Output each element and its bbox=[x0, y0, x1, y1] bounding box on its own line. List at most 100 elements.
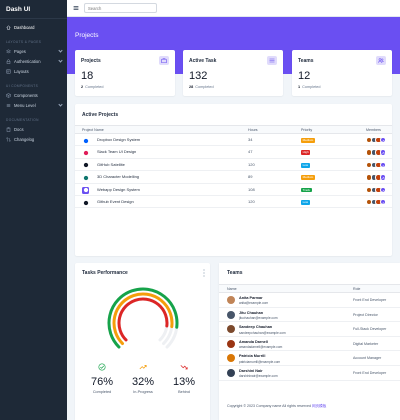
sidebar-section-heading: UI Components bbox=[6, 84, 39, 88]
stat-title: Active Task bbox=[189, 58, 217, 64]
chevron-down-icon bbox=[58, 48, 63, 53]
briefcase-icon bbox=[159, 56, 169, 65]
priority-badge: Low bbox=[301, 162, 310, 168]
task-stat-label: Behind bbox=[178, 390, 190, 394]
lock-icon bbox=[6, 58, 11, 64]
stat-card-projects: Projects 18 2 Completed bbox=[75, 50, 175, 96]
more-members-count[interactable]: +1 bbox=[379, 199, 387, 206]
project-name[interactable]: 3D Character Modelling bbox=[97, 174, 140, 180]
project-name[interactable]: Github Event Design bbox=[97, 199, 134, 204]
search-input[interactable] bbox=[84, 3, 157, 13]
table-row[interactable]: Slack Team UI Design 47 High +5 bbox=[75, 146, 392, 159]
task-stat-completed: 76% Completed bbox=[82, 363, 122, 394]
column-header: Priority bbox=[301, 128, 313, 132]
project-logo-icon bbox=[82, 161, 89, 169]
table-row[interactable]: Amanda Darnell amandadarnell@example.com D… bbox=[219, 337, 400, 352]
table-row[interactable]: Github Event Design 120 Low +1 bbox=[75, 196, 392, 209]
project-hours: 89 bbox=[248, 174, 253, 180]
member-name: Darshini Nair bbox=[239, 369, 263, 373]
project-logo-icon bbox=[82, 199, 89, 206]
project-name[interactable]: Webapp Design System bbox=[97, 186, 140, 192]
column-header: Name bbox=[227, 287, 237, 291]
member-email: patriciamurrill@example.com bbox=[239, 359, 281, 364]
list-icon bbox=[267, 56, 277, 65]
table-row[interactable]: 3D Character Modelling 89 Medium +5 bbox=[75, 171, 392, 184]
avatar bbox=[227, 369, 235, 377]
top-navbar bbox=[67, 0, 400, 17]
column-header: Project Name bbox=[82, 128, 104, 132]
sidebar-item-menu-level[interactable]: Menu Level bbox=[0, 100, 67, 110]
priority-badge: Low bbox=[301, 200, 310, 205]
sidebar-item-label: Docs bbox=[14, 126, 24, 132]
sidebar-item-label: Layouts bbox=[14, 68, 29, 74]
table-row[interactable]: Anita Parmar anita@example.com Front End D… bbox=[219, 293, 400, 308]
project-logo-icon bbox=[82, 186, 89, 194]
layers-icon bbox=[6, 48, 11, 53]
tasks-performance-card: Tasks Performance 76% Completed 32% In-P… bbox=[75, 263, 210, 420]
table-header: Project Name Hours Priority Members bbox=[75, 125, 392, 134]
box-icon bbox=[6, 92, 11, 98]
footer-link[interactable]: 网页模板 bbox=[311, 404, 327, 408]
task-stat-in-progress: 32% In-Progress bbox=[123, 363, 163, 394]
more-members-count[interactable]: +5 bbox=[379, 137, 387, 144]
sidebar-item-label: Changelog bbox=[14, 136, 35, 142]
teams-card: Teams Name Role Anita Parmar anita@exampl… bbox=[219, 263, 400, 420]
more-members-count[interactable]: +5 bbox=[379, 149, 387, 156]
column-header: Role bbox=[353, 287, 361, 291]
sidebar-item-dashboard[interactable]: Dashboard bbox=[0, 22, 67, 32]
sidebar-item-changelog[interactable]: Changelog bbox=[0, 134, 67, 144]
task-stat-label: Completed bbox=[92, 390, 112, 394]
layout-icon bbox=[6, 69, 11, 73]
more-members-count[interactable]: +5 bbox=[379, 174, 387, 181]
hamburger-menu-icon[interactable] bbox=[73, 5, 79, 11]
table-row[interactable]: Dropbox Design System 34 Medium +5 bbox=[75, 134, 392, 147]
more-members-count[interactable]: +5 bbox=[379, 186, 387, 193]
member-role: Front End Developer bbox=[353, 371, 387, 375]
table-row[interactable]: Darshini Nair darshininair@example.com Fro… bbox=[219, 366, 400, 381]
member-role: Account Manager bbox=[353, 356, 382, 361]
table-row[interactable]: Jitu Chauhan jituchauhan@example.com Proje… bbox=[219, 308, 400, 323]
table-row[interactable]: Webapp Design System 108 Track +5 bbox=[75, 184, 392, 196]
member-email: sandeepchauhan@example.com bbox=[239, 330, 286, 335]
project-hours: 120 bbox=[248, 161, 255, 167]
project-name[interactable]: Dropbox Design System bbox=[97, 137, 141, 142]
git-pull-request-icon bbox=[6, 136, 11, 142]
sidebar-item-label: Menu Level bbox=[14, 102, 36, 108]
priority-badge: High bbox=[301, 150, 311, 156]
users-icon bbox=[376, 56, 386, 65]
project-hours: 34 bbox=[248, 137, 253, 142]
stat-footnote: 1 Completed bbox=[298, 85, 321, 89]
project-name[interactable]: GitHub Satellite bbox=[97, 161, 125, 167]
sidebar-item-docs[interactable]: Docs bbox=[0, 124, 67, 134]
trending-up-icon bbox=[139, 365, 147, 370]
sidebar-item-layouts[interactable]: Layouts bbox=[0, 66, 67, 76]
member-role: Project Director bbox=[353, 312, 378, 317]
check-icon bbox=[98, 363, 106, 371]
sidebar-item-components[interactable]: Components bbox=[0, 90, 67, 100]
sidebar-item-label: Pages bbox=[14, 48, 26, 54]
sidebar-item-authentication[interactable]: Authentication bbox=[0, 56, 67, 66]
table-row[interactable]: Sandeep Chauhan sandeepchauhan@example.co… bbox=[219, 322, 400, 337]
project-logo-icon bbox=[82, 137, 89, 144]
sidebar-item-pages[interactable]: Pages bbox=[0, 46, 67, 56]
stat-card-teams: Teams 12 1 Completed bbox=[292, 50, 392, 96]
radial-progress-chart bbox=[107, 287, 179, 349]
member-name: Anita Parmar bbox=[239, 296, 263, 300]
member-email: jituchauhan@example.com bbox=[239, 315, 278, 320]
more-vertical-icon[interactable] bbox=[203, 269, 205, 277]
copyright-text: Copyright © 2023 Company name All rights… bbox=[227, 404, 311, 408]
brand-logo[interactable]: Dash UI bbox=[0, 0, 67, 19]
member-name: Jitu Chauhan bbox=[239, 310, 264, 315]
project-name[interactable]: Slack Team UI Design bbox=[97, 149, 137, 155]
table-row[interactable]: GitHub Satellite 120 Low +1 bbox=[75, 159, 392, 172]
page-footer: Copyright © 2023 Company name All rights… bbox=[219, 404, 400, 409]
member-role: Digital Marketer bbox=[353, 341, 379, 346]
stat-value: 132 bbox=[189, 70, 208, 82]
project-hours: 120 bbox=[248, 199, 255, 204]
stat-card-active-task: Active Task 132 28 Completed bbox=[183, 50, 283, 96]
table-row[interactable]: Patricia Murrill patriciamurrill@example.… bbox=[219, 351, 400, 366]
active-projects-card: Active Projects Project Name Hours Prior… bbox=[75, 104, 392, 352]
sidebar-item-label: Authentication bbox=[14, 58, 41, 64]
more-members-count[interactable]: +1 bbox=[379, 161, 387, 169]
stat-value: 18 bbox=[81, 70, 94, 82]
